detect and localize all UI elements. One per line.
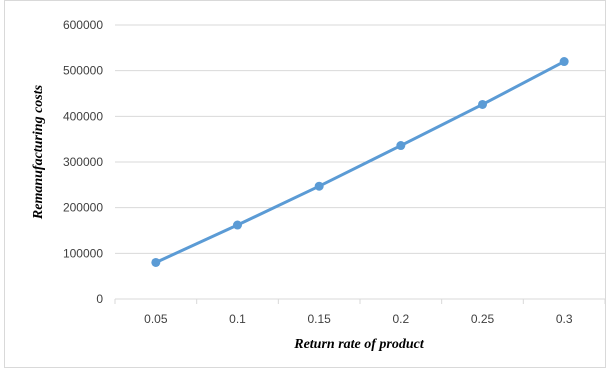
- x-tick-label: 0.2: [392, 312, 409, 326]
- x-axis-title: Return rate of product: [293, 337, 425, 352]
- x-axis-ticks: 0.05 0.1 0.15 0.2 0.25 0.3: [114, 299, 606, 326]
- series-line: [154, 60, 566, 264]
- y-axis-ticks: 0 100000 200000 300000 400000 500000 600000: [63, 18, 103, 306]
- x-tick-label: 0.05: [144, 312, 168, 326]
- y-axis-title: Remanufacturing costs: [31, 84, 46, 220]
- data-point: [559, 57, 569, 67]
- gridlines: [115, 24, 605, 300]
- y-tick-label: 400000: [63, 109, 103, 123]
- data-point: [151, 257, 161, 267]
- y-tick-label: 300000: [63, 155, 103, 169]
- data-point: [314, 181, 324, 191]
- y-tick-label: 100000: [63, 246, 103, 260]
- x-tick-label: 0.1: [229, 312, 246, 326]
- data-point: [478, 99, 487, 109]
- y-tick-label: 200000: [63, 201, 103, 215]
- y-tick-label: 600000: [63, 18, 103, 32]
- series-group: [151, 57, 569, 267]
- data-point: [396, 141, 406, 151]
- y-tick-label: 0: [96, 292, 103, 306]
- chart-frame: [4, 0, 606, 368]
- y-tick-label: 500000: [63, 64, 103, 78]
- data-point: [233, 220, 242, 230]
- x-tick-label: 0.15: [307, 312, 331, 326]
- x-tick-label: 0.3: [556, 312, 573, 326]
- x-tick-label: 0.25: [471, 312, 495, 326]
